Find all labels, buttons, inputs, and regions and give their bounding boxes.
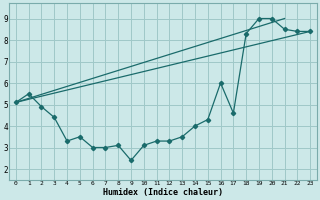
X-axis label: Humidex (Indice chaleur): Humidex (Indice chaleur) bbox=[103, 188, 223, 197]
